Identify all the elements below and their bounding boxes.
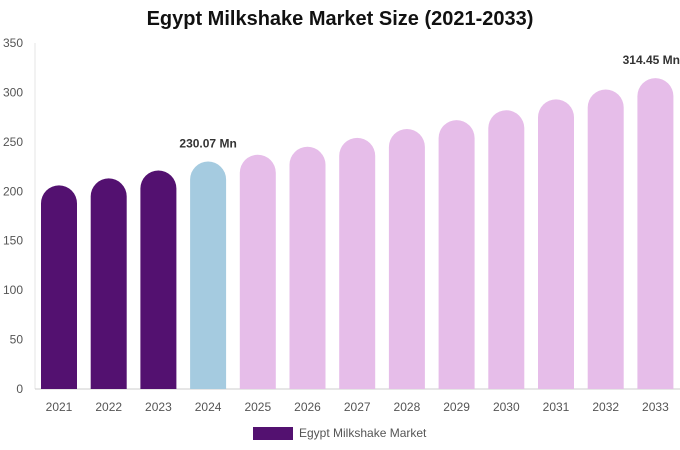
x-tick-label: 2028 (394, 400, 421, 414)
legend-label: Egypt Milkshake Market (299, 426, 427, 440)
x-tick-label: 2033 (642, 400, 669, 414)
x-tick-label: 2032 (592, 400, 619, 414)
x-tick-label: 2021 (46, 400, 73, 414)
y-tick-label: 100 (3, 283, 23, 297)
chart-title: Egypt Milkshake Market Size (2021-2033) (146, 8, 534, 30)
x-tick-label: 2025 (244, 400, 271, 414)
x-tick-label: 2026 (294, 400, 321, 414)
y-tick-label: 300 (3, 85, 23, 99)
data-labels-group: 230.07 Mn 314.45 Mn (179, 53, 680, 150)
y-tick-label: 250 (3, 135, 23, 149)
legend-swatch (253, 427, 293, 440)
bar-2026[interactable] (289, 146, 326, 389)
x-tick-label: 2031 (543, 400, 570, 414)
bar-2023[interactable] (140, 170, 177, 389)
y-tick-label: 0 (16, 382, 23, 396)
x-axis-ticks: 2021 2022 2023 2024 2025 2026 2027 2028 2029 2030… (46, 400, 669, 414)
y-tick-label: 200 (3, 184, 23, 198)
bar-2027[interactable] (339, 137, 376, 389)
bar-2021[interactable] (41, 185, 77, 389)
y-axis-ticks: 0 50 100 150 200 250 300 350 (3, 36, 23, 396)
bar-2024[interactable] (190, 161, 227, 389)
bar-2025[interactable] (239, 154, 276, 389)
y-tick-label: 150 (3, 234, 23, 248)
bar-2033[interactable] (637, 78, 674, 390)
x-tick-label: 2022 (95, 400, 122, 414)
x-tick-label: 2024 (195, 400, 222, 414)
bar-2022[interactable] (90, 178, 127, 389)
x-tick-label: 2023 (145, 400, 172, 414)
bars-group (41, 78, 674, 390)
bar-2029[interactable] (438, 120, 475, 389)
x-tick-label: 2027 (344, 400, 371, 414)
bar-2030[interactable] (488, 110, 525, 390)
y-tick-label: 50 (10, 333, 24, 347)
bar-2028[interactable] (388, 129, 425, 389)
data-label: 230.07 Mn (179, 137, 236, 151)
bar-2031[interactable] (538, 99, 574, 389)
data-label: 314.45 Mn (623, 53, 680, 67)
y-tick-label: 350 (3, 36, 23, 50)
x-tick-label: 2029 (443, 400, 470, 414)
legend[interactable]: Egypt Milkshake Market (253, 426, 427, 440)
x-tick-label: 2030 (493, 400, 520, 414)
bar-2032[interactable] (587, 89, 624, 389)
